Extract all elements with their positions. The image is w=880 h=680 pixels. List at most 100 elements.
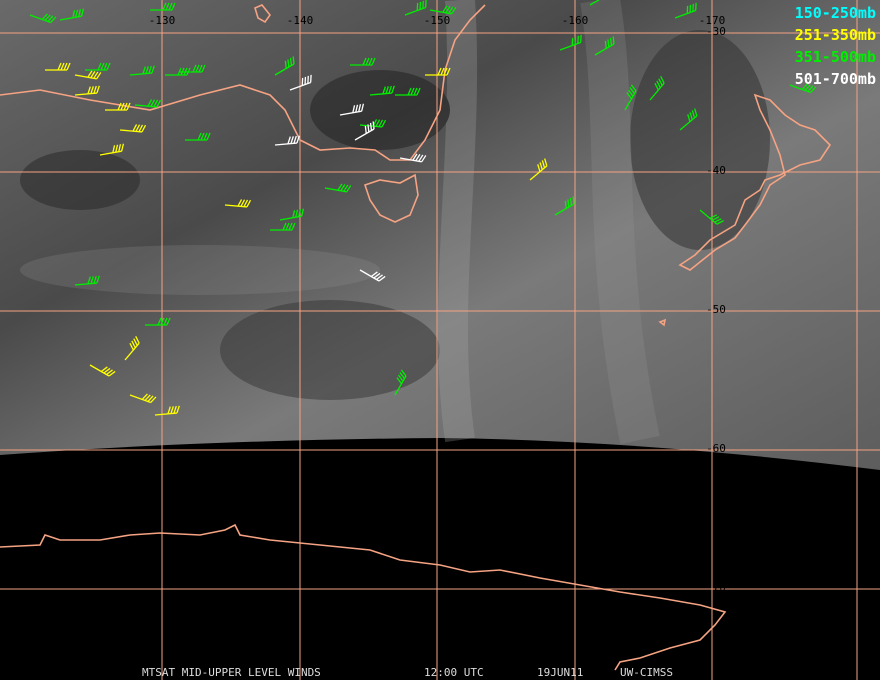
barb-feather (372, 121, 375, 130)
barb-shaft (74, 74, 97, 80)
barb-feather (298, 209, 302, 217)
barb-feather (810, 86, 817, 93)
latitude-label: -30 (706, 25, 726, 38)
barb-feather (131, 340, 136, 349)
barb-feather (135, 336, 140, 344)
barb-feather (695, 2, 697, 11)
wind-barb (649, 76, 665, 101)
barb-feather (287, 59, 290, 68)
barb-feather (609, 37, 613, 46)
barb-feather (346, 185, 352, 193)
wind-barb (185, 132, 211, 141)
wind-barb (679, 108, 698, 131)
wind-barb (129, 393, 157, 404)
barb-feather (103, 367, 111, 374)
wind-barb (74, 70, 102, 80)
barb-feather (340, 184, 346, 192)
barb-shaft (74, 92, 97, 96)
barb-feather (47, 15, 54, 22)
footer: MTSAT MID-UPPER LEVEL WINDS 12:00 UTC 19JU… (142, 666, 673, 679)
barb-feather (96, 85, 100, 94)
barb-feather (200, 132, 205, 141)
barb-feather (362, 57, 367, 66)
wind-barb (129, 65, 155, 76)
barb-feather (150, 396, 157, 403)
barb-feather (378, 119, 384, 127)
barb-feather (656, 80, 661, 89)
barb-feather (437, 67, 442, 76)
wind-barb (369, 85, 395, 96)
barb-feather (358, 104, 362, 112)
barb-feather (288, 222, 293, 231)
barb-feather (147, 99, 153, 107)
barb-feather (243, 199, 249, 207)
barb-shaft (129, 72, 152, 76)
barb-feather (304, 76, 307, 85)
barb-feather (382, 86, 386, 95)
footer-text: MTSAT MID-UPPER LEVEL WINDS (142, 666, 321, 679)
wind-barb (29, 13, 57, 24)
barb-feather (296, 135, 300, 144)
barb-feather (44, 14, 51, 21)
barb-feather (167, 406, 171, 415)
legend-entry: 351-500mb (795, 48, 876, 66)
barb-feather (163, 317, 168, 326)
barb-feather (413, 87, 418, 96)
barb-feather (361, 103, 365, 112)
barb-feather (90, 276, 94, 284)
barb-feather (97, 62, 102, 71)
barb-feather (355, 104, 359, 113)
wind-barb (180, 64, 206, 73)
barb-feather (203, 132, 208, 141)
barb-feather (365, 57, 370, 66)
wind-barb (429, 5, 457, 15)
barb-feather (87, 276, 91, 285)
barb-feather (612, 36, 615, 45)
wind-barb (59, 8, 85, 21)
barb-feather (370, 271, 378, 278)
barb-feather (352, 105, 356, 113)
barb-feather (604, 40, 607, 49)
barb-feather (539, 162, 543, 170)
barb-feather (284, 60, 287, 69)
barb-feather (150, 99, 156, 107)
wind-barb (279, 208, 305, 221)
barb-shaft (274, 142, 297, 146)
barb-shaft (129, 394, 151, 404)
barb-feather (50, 16, 57, 23)
barb-feather (144, 394, 151, 401)
barb-feather (626, 92, 633, 100)
longitude-label: -160 (562, 14, 589, 27)
footer-text: 12:00 UTC (424, 666, 484, 679)
wind-barb (105, 102, 131, 111)
barb-feather (287, 136, 291, 145)
barb-feather (90, 71, 96, 79)
legend-entry: 501-700mb (795, 70, 876, 88)
barb-feather (801, 83, 808, 90)
barb-feather (686, 5, 689, 14)
barb-feather (381, 119, 387, 128)
wind-barb (134, 99, 162, 108)
wind-barb (624, 84, 637, 111)
barb-feather (391, 85, 395, 94)
barb-shaft (134, 104, 157, 108)
barb-shaft (674, 9, 696, 19)
barb-feather (691, 110, 696, 118)
barb-feather (206, 132, 211, 141)
legend-entry: 251-350mb (795, 26, 876, 44)
barb-feather (237, 199, 243, 207)
barb-feather (115, 144, 119, 153)
barb-feather (367, 124, 370, 133)
barb-shaft (399, 157, 422, 163)
legend: 150-250mb 251-350mb 351-500mb 501-700mb (795, 4, 876, 88)
barb-feather (415, 154, 421, 162)
barb-shaft (394, 375, 407, 396)
wind-barb (289, 74, 312, 91)
barb-feather (129, 342, 134, 351)
barb-feather (689, 112, 693, 120)
barb-feather (369, 122, 373, 131)
barb-feather (145, 66, 149, 74)
wind-barb (270, 222, 296, 231)
barb-feather (41, 13, 48, 20)
barb-feather (173, 405, 177, 414)
